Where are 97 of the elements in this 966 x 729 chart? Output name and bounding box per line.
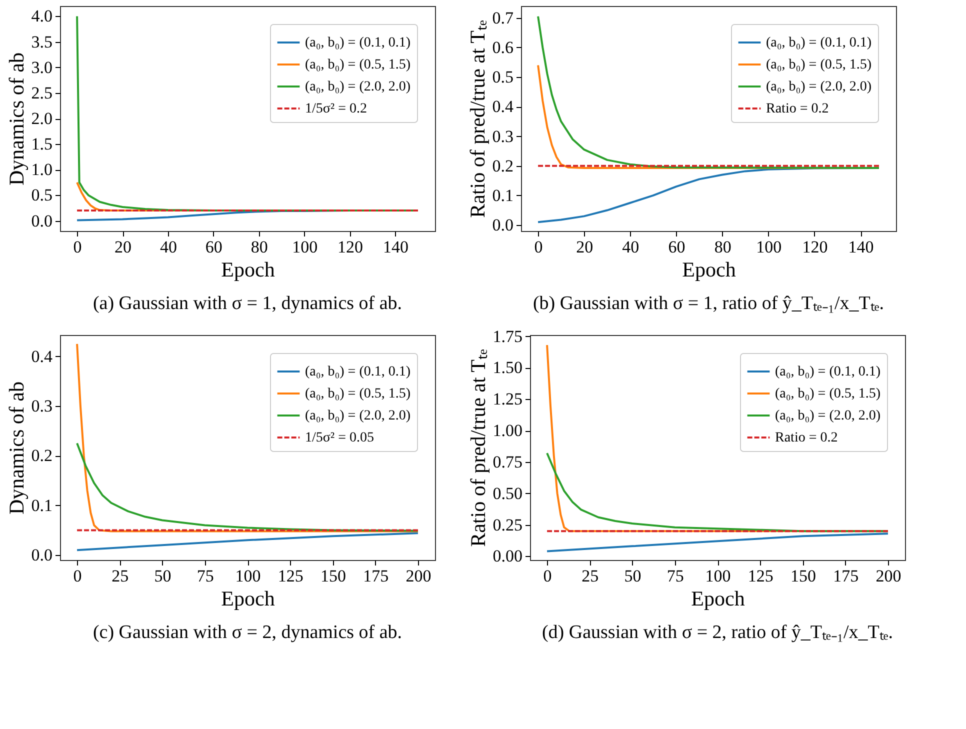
y-tick-label: 0.6	[492, 38, 514, 57]
y-tick-label: 1.00	[492, 421, 522, 440]
x-tick-label: 60	[668, 238, 686, 256]
x-tick-label: 0	[543, 566, 552, 586]
x-tick-label: 120	[338, 238, 364, 256]
x-tick-label: 100	[756, 238, 782, 256]
x-tick-label: 100	[705, 566, 731, 586]
x-tick-label: 140	[848, 238, 874, 256]
y-tick-label: 2.5	[31, 83, 52, 102]
y-tick-label: 0.1	[31, 496, 52, 515]
line-series	[76, 442, 419, 532]
x-axis-title: Epoch	[691, 586, 746, 610]
legend-label: (a₀, b₀) = (2.0, 2.0)	[305, 408, 411, 424]
x-tick-label: 0	[73, 566, 82, 586]
x-tick-label: 75	[666, 566, 684, 586]
x-tick-label: 0	[73, 238, 82, 256]
y-tick-label: 1.50	[492, 358, 522, 378]
legend-label: (a₀, b₀) = (0.5, 1.5)	[305, 58, 411, 72]
y-tick-label: 0.4	[492, 97, 514, 116]
line-series	[537, 15, 880, 169]
legend-label: (a₀, b₀) = (0.5, 1.5)	[305, 386, 411, 402]
x-tick-label: 25	[112, 566, 129, 586]
x-axis-title: Epoch	[221, 258, 276, 282]
y-tick-label: 0.0	[31, 546, 52, 565]
y-tick-label: 0.2	[492, 156, 514, 176]
y-tick-label: 0.00	[492, 546, 522, 566]
y-tick-label: 3.0	[31, 58, 52, 77]
y-tick-label: 0.2	[31, 446, 52, 466]
y-tick-label: 0.5	[31, 186, 52, 205]
y-tick-label: 0.5	[492, 68, 514, 87]
y-tick-label: 1.75	[492, 326, 522, 346]
x-tick-label: 120	[802, 238, 828, 256]
y-tick-label: 0.50	[492, 484, 522, 503]
x-tick-label: 140	[382, 238, 408, 256]
y-tick-label: 0.0	[31, 211, 52, 230]
legend-label: (a₀, b₀) = (0.1, 0.1)	[766, 36, 872, 50]
y-tick-label: 0.3	[492, 126, 514, 146]
legend-label: (a₀, b₀) = (2.0, 2.0)	[766, 80, 872, 94]
y-tick-label: 1.0	[31, 160, 52, 180]
text: (b) Gaussian with σ = 1, ratio of ŷ_Tₜₑ₋₁/x_Tₜₑ.	[532, 293, 884, 314]
line-series	[76, 342, 419, 532]
y-tick-label: 1.25	[492, 390, 522, 409]
x-tick-label: 80	[714, 238, 732, 256]
y-tick-label: 0.75	[492, 452, 522, 472]
x-tick-label: 125	[748, 566, 774, 586]
y-tick-label: 0.4	[31, 346, 53, 366]
x-tick-label: 60	[205, 238, 222, 256]
y-tick-label: 4.0	[31, 6, 52, 26]
legend-label: (a₀, b₀) = (0.1, 0.1)	[305, 364, 411, 380]
x-tick-label: 20	[114, 238, 132, 256]
y-axis-title: Dynamics of ab	[4, 52, 28, 186]
y-tick-label: 1.5	[31, 134, 52, 154]
x-axis-title: Epoch	[221, 586, 276, 610]
x-tick-label: 125	[278, 566, 304, 586]
x-tick-label: 200	[876, 566, 902, 586]
line-series	[546, 532, 889, 552]
y-axis-title: Ratio of pred/true at Tₜₑ	[465, 20, 490, 218]
y-tick-label: 0.1	[492, 186, 514, 205]
y-tick-label: 0.0	[492, 216, 514, 235]
legend-label: (a₀, b₀) = (0.5, 1.5)	[775, 386, 881, 402]
x-tick-label: 0	[534, 238, 543, 256]
x-tick-label: 100	[235, 566, 261, 586]
legend-label: (a₀, b₀) = (2.0, 2.0)	[775, 408, 881, 424]
y-tick-label: 2.0	[31, 109, 52, 128]
x-tick-label: 25	[582, 566, 599, 586]
x-tick-label: 175	[363, 566, 389, 586]
legend-label: 1/5σ² = 0.2	[305, 102, 368, 116]
x-tick-label: 50	[624, 566, 642, 586]
x-tick-label: 100	[292, 238, 318, 256]
x-axis-title: Epoch	[682, 258, 736, 282]
y-tick-label: 3.5	[31, 32, 52, 52]
legend-label: 1/5σ² = 0.05	[305, 430, 374, 446]
x-tick-label: 150	[320, 566, 346, 586]
legend-label: Ratio = 0.2	[775, 430, 838, 446]
x-tick-label: 40	[622, 238, 640, 256]
y-tick-label: 0.25	[492, 515, 522, 534]
x-tick-label: 80	[250, 238, 268, 256]
y-axis-title: Dynamics of ab	[4, 382, 28, 514]
legend-label: (a₀, b₀) = (0.1, 0.1)	[775, 364, 881, 380]
y-tick-label: 0.7	[492, 8, 514, 28]
x-tick-label: 75	[196, 566, 214, 586]
text: (a) Gaussian with σ = 1, dynamics of ab.	[92, 293, 402, 314]
line-series	[76, 532, 419, 552]
x-tick-label: 40	[160, 238, 177, 256]
y-axis-title: Ratio of pred/true at Tₜₑ	[466, 348, 490, 547]
x-tick-label: 20	[576, 238, 594, 256]
x-tick-label: 200	[406, 566, 432, 586]
text: (d) Gaussian with σ = 2, ratio of ŷ_Tₜₑ₋₁/x_Tₜₑ.	[542, 622, 894, 643]
y-tick-label: 0.3	[31, 396, 52, 416]
x-tick-label: 50	[154, 566, 172, 586]
legend-label: (a₀, b₀) = (2.0, 2.0)	[305, 80, 411, 94]
legend-label: (a₀, b₀) = (0.1, 0.1)	[305, 36, 411, 50]
x-tick-label: 175	[833, 566, 859, 586]
x-tick-label: 150	[790, 566, 816, 586]
legend-label: (a₀, b₀) = (0.5, 1.5)	[766, 58, 872, 72]
text: (c) Gaussian with σ = 2, dynamics of ab.	[92, 622, 402, 643]
legend-label: Ratio = 0.2	[766, 102, 829, 116]
